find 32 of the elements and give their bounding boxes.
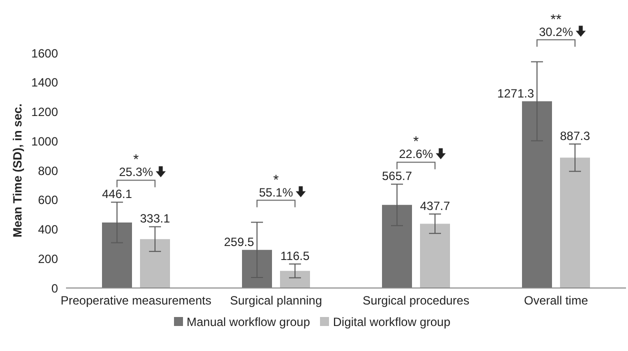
legend-label: Manual workflow group: [186, 315, 310, 329]
legend-label: Digital workflow group: [333, 315, 450, 329]
y-tick-label: 1400: [31, 76, 58, 90]
data-label: 1271.3: [497, 86, 534, 100]
data-label: 446.1: [102, 187, 132, 202]
data-label: 333.1: [140, 212, 170, 226]
y-tick-label: 200: [38, 252, 58, 266]
data-label: 259.5: [224, 234, 254, 249]
annotation: 25.3%: [118, 165, 154, 180]
data-label: 565.7: [382, 169, 412, 184]
data-label: 437.7: [420, 199, 450, 214]
data-label: 887.3: [560, 129, 590, 144]
x-tick-label: Surgical procedures: [362, 294, 470, 308]
annotation: *: [133, 151, 140, 168]
y-tick-label: 0: [51, 281, 58, 296]
y-tick-label: 1000: [31, 134, 58, 148]
y-tick-label: 800: [38, 164, 58, 178]
y-tick-label: 1600: [31, 46, 58, 60]
text: 30.2%: [538, 24, 574, 39]
y-tick-label: 400: [38, 222, 58, 237]
x-tick-label: Overall time: [524, 294, 588, 308]
y-tick-label: 600: [38, 193, 58, 208]
data-label: 116.5: [280, 248, 310, 263]
x-tick-label: Preoperative measurements: [60, 294, 212, 308]
annotation: 22.6%: [398, 147, 434, 162]
annotation: 55.1%: [258, 185, 294, 200]
annotation: *: [273, 171, 280, 188]
annotation: *: [413, 133, 420, 150]
y-tick-label: 1200: [31, 105, 58, 120]
x-tick-label: Surgical planning: [230, 294, 322, 308]
y-axis-title: Mean Time (SD), in sec.: [10, 104, 24, 238]
text: **: [550, 10, 562, 27]
